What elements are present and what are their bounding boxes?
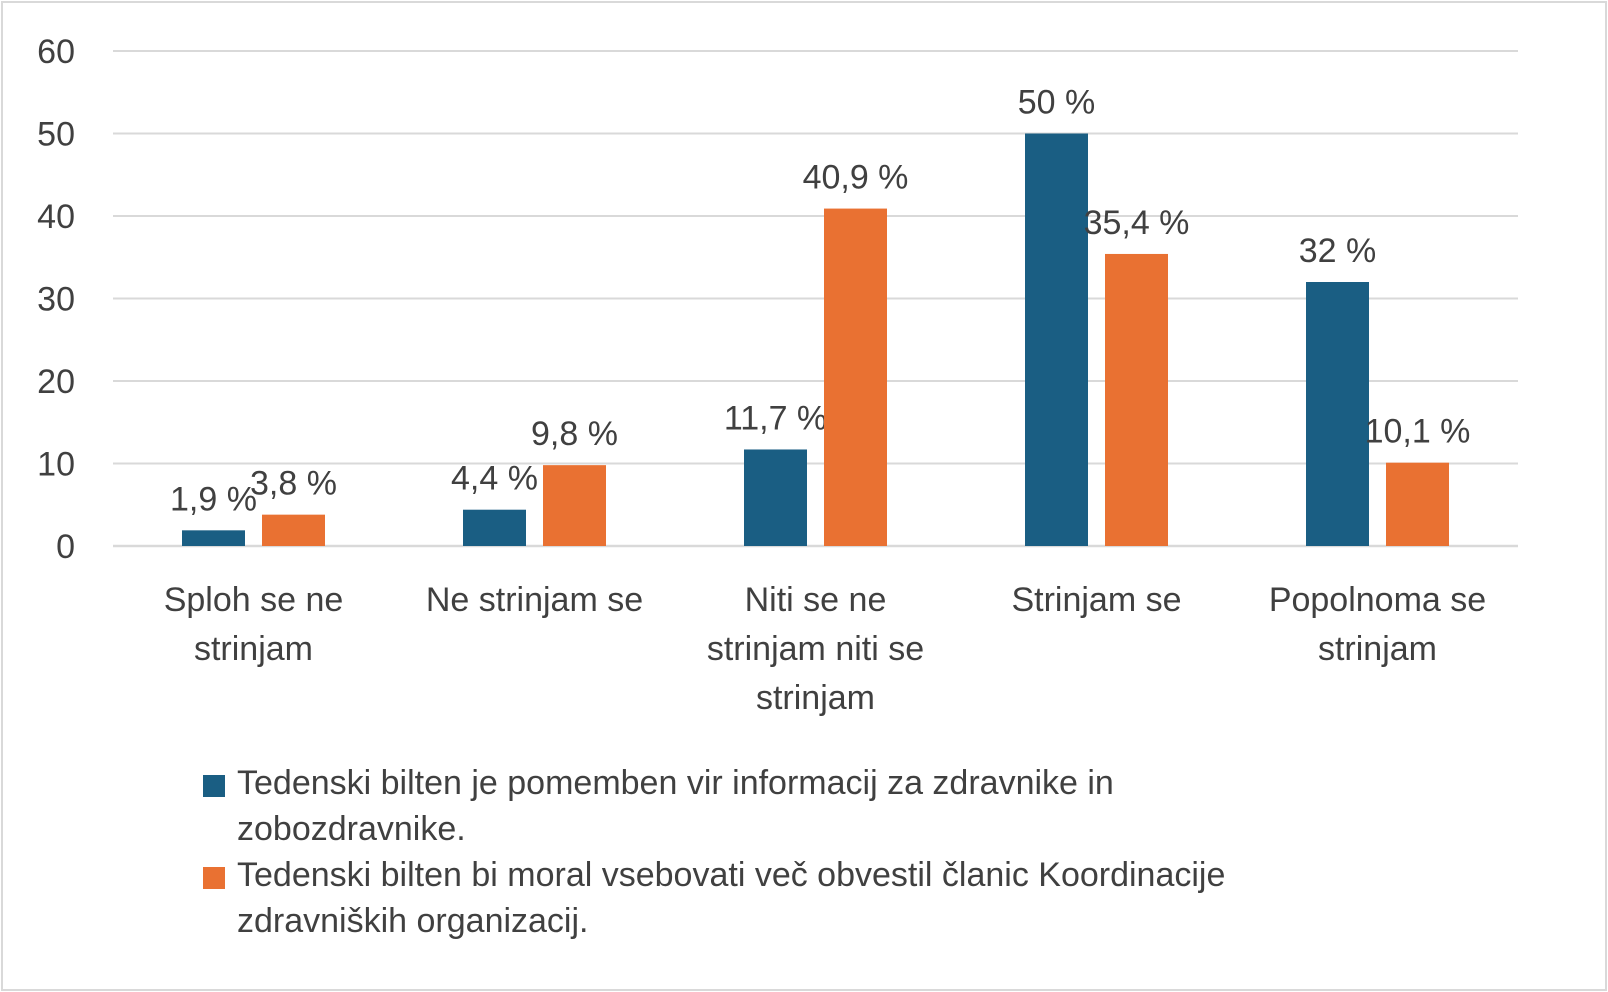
bar-series2	[262, 514, 325, 546]
y-tick-label: 10	[37, 446, 75, 484]
bar-series2	[1105, 253, 1168, 546]
bar-series2	[1386, 462, 1449, 546]
bar-chart: 0 10 20 30 40 50 60 1,9 % 4,4 % 11,7 % 50 % 32 % 3,8…	[37, 33, 1518, 717]
data-label: 9,8 %	[531, 415, 618, 453]
x-category-label: strinjam niti se	[707, 630, 924, 668]
bar-series2	[543, 465, 606, 546]
y-tick-label: 20	[37, 363, 75, 401]
x-category-label: Niti se ne	[745, 581, 887, 619]
data-label: 3,8 %	[250, 465, 337, 503]
bar-series1	[463, 509, 526, 546]
x-category-label: strinjam	[1318, 630, 1437, 668]
data-label: 40,9 %	[803, 159, 909, 197]
legend-item: Tedenski bilten je pomemben vir informac…	[203, 760, 1403, 852]
data-label: 35,4 %	[1084, 204, 1190, 242]
x-category-label: Strinjam se	[1011, 581, 1181, 619]
y-tick-label: 30	[37, 281, 75, 319]
legend-label: Tedenski bilten bi moral vsebovati več o…	[237, 856, 1226, 894]
x-category-label: Sploh se ne	[164, 581, 344, 619]
bar-series1	[182, 530, 245, 546]
y-tick-label: 40	[37, 198, 75, 236]
bar-series1	[1306, 282, 1369, 546]
y-tick-label: 60	[37, 33, 75, 71]
bar-series1	[744, 449, 807, 546]
y-tick-label: 0	[56, 528, 75, 566]
legend-swatch	[203, 867, 225, 889]
y-tick-label: 50	[37, 116, 75, 154]
x-category-label: strinjam	[194, 630, 313, 668]
legend-label: Tedenski bilten je pomemben vir informac…	[237, 764, 1114, 802]
x-category-label: Ne strinjam se	[426, 581, 643, 619]
data-label: 11,7 %	[724, 399, 827, 437]
legend-item: Tedenski bilten bi moral vsebovati več o…	[203, 852, 1403, 944]
x-category-label: strinjam	[756, 679, 875, 717]
legend: Tedenski bilten je pomemben vir informac…	[203, 760, 1403, 944]
data-label: 50 %	[1018, 84, 1096, 122]
bar-series1	[1025, 133, 1088, 546]
legend-label: zdravniških organizacij.	[237, 902, 589, 940]
data-label: 32 %	[1299, 232, 1377, 270]
legend-swatch	[203, 775, 225, 797]
x-category-label: Popolnoma se	[1269, 581, 1486, 619]
legend-label: zobozdravnike.	[237, 810, 466, 848]
bar-series2	[824, 208, 887, 546]
data-label: 4,4 %	[451, 460, 538, 498]
data-label: 1,9 %	[170, 480, 257, 518]
data-label: 10,1 %	[1365, 413, 1471, 451]
